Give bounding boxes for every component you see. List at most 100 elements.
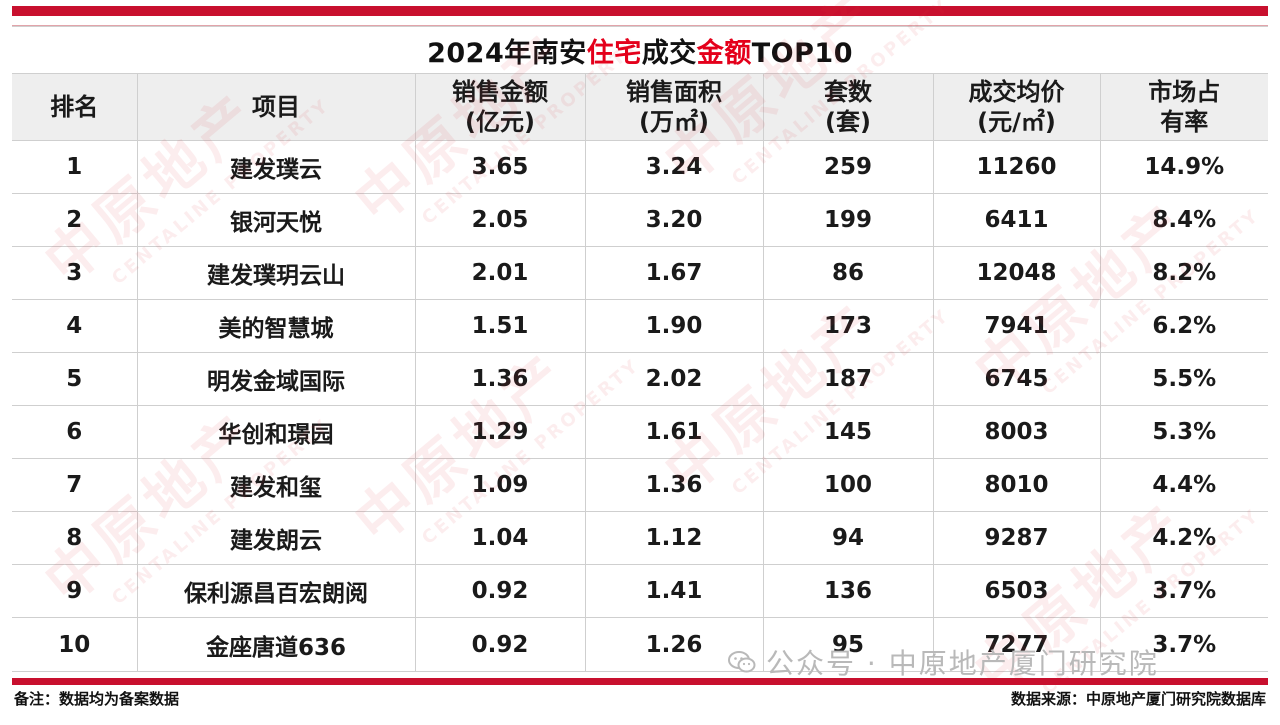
cell-share: 3.7% <box>1099 617 1269 672</box>
cell-amount: 0.92 <box>414 564 586 618</box>
cell-share: 8.4% <box>1099 193 1269 247</box>
cell-rank: 5 <box>12 352 138 406</box>
cell-amount: 0.92 <box>414 617 586 672</box>
header-units-unit: (套) <box>825 108 871 136</box>
cell-amount: 1.51 <box>414 299 586 353</box>
cell-area: 1.90 <box>584 299 764 353</box>
cell-amount: 1.09 <box>414 458 586 512</box>
wechat-account-text: 公众号 · 中原地产厦门研究院 <box>766 647 1159 680</box>
footnote-source: 数据来源：中原地产厦门研究院数据库 <box>1010 690 1266 708</box>
header-share-label-2: 有率 <box>1160 108 1209 136</box>
header-area-unit: (万㎡) <box>639 108 709 136</box>
cell-project: 建发朗云 <box>136 511 416 565</box>
cell-project: 美的智慧城 <box>136 299 416 353</box>
cell-price: 7941 <box>932 299 1101 353</box>
header-row: 排名 项目 销售金额 (亿元) 销售面积 (万㎡) 套数 (套) 成交均价 (元/㎡) … <box>12 73 1269 141</box>
cell-price: 6745 <box>932 352 1101 406</box>
cell-area: 1.26 <box>584 617 764 672</box>
cell-rank: 6 <box>12 405 138 459</box>
cell-units: 199 <box>762 193 934 247</box>
cell-share: 8.2% <box>1099 246 1269 300</box>
cell-project: 金座唐道636 <box>136 617 416 672</box>
table-row: 10 金座唐道636 0.92 1.26 95 7277 3.7% <box>12 617 1269 672</box>
cell-share: 14.9% <box>1099 140 1269 194</box>
cell-share: 4.4% <box>1099 458 1269 512</box>
cell-price: 7277 <box>932 617 1101 672</box>
cell-area: 1.36 <box>584 458 764 512</box>
header-price-label: 成交均价 <box>968 78 1065 106</box>
cell-amount: 1.36 <box>414 352 586 406</box>
header-share: 市场占 有率 <box>1099 73 1269 141</box>
header-amount-unit: (亿元) <box>465 108 535 136</box>
header-project: 项目 <box>136 73 416 141</box>
table-row: 3 建发璞玥云山 2.01 1.67 86 12048 8.2% <box>12 246 1269 300</box>
table-row: 7 建发和玺 1.09 1.36 100 8010 4.4% <box>12 458 1269 512</box>
table-row: 1 建发璞云 3.65 3.24 259 11260 14.9% <box>12 140 1269 194</box>
title-part3: TOP10 <box>751 37 853 69</box>
cell-project: 建发璞玥云山 <box>136 246 416 300</box>
cell-units: 136 <box>762 564 934 618</box>
table-row: 9 保利源昌百宏朗阅 0.92 1.41 136 6503 3.7% <box>12 564 1269 618</box>
cell-share: 4.2% <box>1099 511 1269 565</box>
wechat-icon <box>728 651 756 673</box>
bottom-accent-bar <box>12 678 1268 685</box>
header-units: 套数 (套) <box>762 73 934 141</box>
cell-rank: 4 <box>12 299 138 353</box>
cell-project: 建发璞云 <box>136 140 416 194</box>
cell-units: 95 <box>762 617 934 672</box>
cell-area: 1.41 <box>584 564 764 618</box>
cell-price: 11260 <box>932 140 1101 194</box>
header-units-label: 套数 <box>824 78 872 106</box>
table-row: 4 美的智慧城 1.51 1.90 173 7941 6.2% <box>12 299 1269 353</box>
cell-amount: 3.65 <box>414 140 586 194</box>
table-row: 6 华创和璟园 1.29 1.61 145 8003 5.3% <box>12 405 1269 459</box>
top-accent-bar <box>12 6 1268 16</box>
table-row: 2 银河天悦 2.05 3.20 199 6411 8.4% <box>12 193 1269 247</box>
cell-rank: 2 <box>12 193 138 247</box>
cell-share: 6.2% <box>1099 299 1269 353</box>
title-part2: 成交 <box>641 37 697 69</box>
header-rank: 排名 <box>12 73 138 141</box>
title-highlight-residential: 住宅 <box>586 37 642 69</box>
cell-share: 3.7% <box>1099 564 1269 618</box>
cell-area: 3.20 <box>584 193 764 247</box>
cell-price: 12048 <box>932 246 1101 300</box>
header-area: 销售面积 (万㎡) <box>584 73 764 141</box>
cell-units: 173 <box>762 299 934 353</box>
cell-price: 8010 <box>932 458 1101 512</box>
cell-share: 5.5% <box>1099 352 1269 406</box>
cell-project: 建发和玺 <box>136 458 416 512</box>
title-part1: 2024年南安 <box>427 37 587 69</box>
cell-area: 2.02 <box>584 352 764 406</box>
wechat-account-label: 公众号 · 中原地产厦门研究院 <box>728 644 1159 680</box>
cell-units: 86 <box>762 246 934 300</box>
cell-project: 保利源昌百宏朗阅 <box>136 564 416 618</box>
header-amount-label: 销售金额 <box>452 78 548 106</box>
cell-area: 1.61 <box>584 405 764 459</box>
top-divider <box>12 25 1268 26</box>
header-share-label: 市场占 <box>1148 78 1221 106</box>
cell-units: 100 <box>762 458 934 512</box>
cell-area: 3.24 <box>584 140 764 194</box>
cell-project: 银河天悦 <box>136 193 416 247</box>
cell-price: 6411 <box>932 193 1101 247</box>
cell-units: 187 <box>762 352 934 406</box>
header-price: 成交均价 (元/㎡) <box>932 73 1101 141</box>
table-row: 5 明发金域国际 1.36 2.02 187 6745 5.5% <box>12 352 1269 406</box>
ranking-table-container: 2024年南安住宅成交金额TOP10 排名 项目 销售金额 (亿元) 销售面积 (万… <box>12 26 1269 672</box>
header-price-unit: (元/㎡) <box>977 108 1056 136</box>
header-rank-label: 排名 <box>50 93 99 121</box>
cell-rank: 3 <box>12 246 138 300</box>
cell-area: 1.12 <box>584 511 764 565</box>
cell-amount: 1.29 <box>414 405 586 459</box>
header-area-label: 销售面积 <box>626 78 722 106</box>
cell-price: 9287 <box>932 511 1101 565</box>
cell-area: 1.67 <box>584 246 764 300</box>
cell-units: 94 <box>762 511 934 565</box>
cell-units: 145 <box>762 405 934 459</box>
cell-rank: 8 <box>12 511 138 565</box>
header-project-label: 项目 <box>252 93 300 121</box>
cell-project: 华创和璟园 <box>136 405 416 459</box>
header-amount: 销售金额 (亿元) <box>414 73 586 141</box>
cell-amount: 2.05 <box>414 193 586 247</box>
